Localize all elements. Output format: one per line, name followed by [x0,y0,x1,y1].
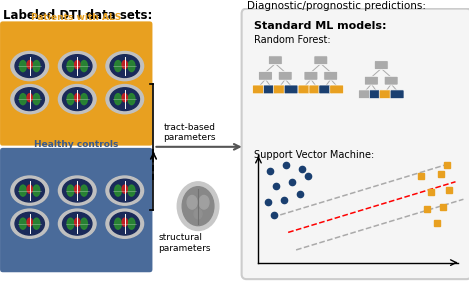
Text: Support Vector Machine:: Support Vector Machine: [255,150,375,160]
FancyBboxPatch shape [242,9,471,279]
Ellipse shape [81,94,87,105]
FancyBboxPatch shape [324,71,337,80]
Ellipse shape [81,185,87,196]
FancyBboxPatch shape [298,85,312,94]
Ellipse shape [122,218,128,226]
Ellipse shape [182,187,214,225]
Ellipse shape [199,195,209,209]
FancyBboxPatch shape [384,76,398,85]
Ellipse shape [110,212,139,235]
Ellipse shape [110,88,139,110]
Ellipse shape [115,60,121,72]
FancyBboxPatch shape [379,90,393,99]
Ellipse shape [11,85,48,114]
Ellipse shape [74,60,80,69]
FancyBboxPatch shape [258,71,273,80]
Ellipse shape [63,55,92,78]
Ellipse shape [187,195,197,209]
Ellipse shape [58,85,96,114]
Ellipse shape [115,185,121,196]
Ellipse shape [19,185,27,196]
FancyBboxPatch shape [390,90,404,99]
Text: structural
parameters: structural parameters [158,233,211,253]
FancyBboxPatch shape [273,85,287,94]
Ellipse shape [128,60,135,72]
Ellipse shape [33,218,40,229]
Ellipse shape [11,209,48,238]
Text: Healthy controls: Healthy controls [34,140,118,149]
Ellipse shape [106,176,144,205]
FancyBboxPatch shape [309,85,323,94]
Ellipse shape [128,218,135,229]
Ellipse shape [33,94,40,105]
Ellipse shape [106,51,144,81]
Ellipse shape [27,218,32,226]
Ellipse shape [128,94,135,105]
Ellipse shape [106,209,144,238]
Ellipse shape [15,212,45,235]
FancyBboxPatch shape [369,90,383,99]
Ellipse shape [15,179,45,202]
Ellipse shape [27,60,32,69]
Ellipse shape [115,218,121,229]
Ellipse shape [63,179,92,202]
Ellipse shape [115,94,121,105]
Ellipse shape [33,60,40,72]
Ellipse shape [122,60,128,69]
Text: Labeled DTI data sets:: Labeled DTI data sets: [3,9,152,22]
Text: Standard ML models:: Standard ML models: [255,21,387,31]
Ellipse shape [11,51,48,81]
Ellipse shape [110,55,139,78]
Ellipse shape [74,218,80,226]
FancyBboxPatch shape [304,71,318,80]
Text: tract-based
parameters: tract-based parameters [164,123,216,142]
FancyBboxPatch shape [264,85,277,94]
Ellipse shape [11,176,48,205]
Ellipse shape [81,60,87,72]
Ellipse shape [177,182,219,231]
Ellipse shape [19,60,27,72]
FancyBboxPatch shape [253,85,266,94]
Ellipse shape [106,85,144,114]
Ellipse shape [27,185,32,193]
Ellipse shape [58,176,96,205]
FancyBboxPatch shape [0,20,154,147]
Ellipse shape [67,185,74,196]
Text: Diagnostic/prognostic predictions:: Diagnostic/prognostic predictions: [246,1,426,11]
Ellipse shape [33,185,40,196]
Ellipse shape [67,218,74,229]
Ellipse shape [74,185,80,193]
FancyBboxPatch shape [278,71,292,80]
Ellipse shape [19,218,27,229]
Ellipse shape [122,94,128,102]
Ellipse shape [63,88,92,110]
FancyBboxPatch shape [330,85,344,94]
Ellipse shape [63,212,92,235]
Ellipse shape [128,185,135,196]
Ellipse shape [19,94,27,105]
Text: Random Forest:: Random Forest: [255,35,331,45]
Ellipse shape [27,94,32,102]
FancyBboxPatch shape [284,85,298,94]
Ellipse shape [74,94,80,102]
Ellipse shape [122,185,128,193]
FancyBboxPatch shape [0,147,154,273]
Ellipse shape [58,51,96,81]
FancyBboxPatch shape [319,85,333,94]
FancyBboxPatch shape [365,76,378,85]
Ellipse shape [15,55,45,78]
Ellipse shape [58,209,96,238]
Ellipse shape [67,94,74,105]
FancyBboxPatch shape [268,56,282,64]
Ellipse shape [67,60,74,72]
FancyBboxPatch shape [314,56,328,64]
Ellipse shape [110,179,139,202]
FancyBboxPatch shape [358,90,373,99]
FancyBboxPatch shape [374,61,388,70]
Ellipse shape [81,218,87,229]
Ellipse shape [15,88,45,110]
Text: Patients with ALS: Patients with ALS [31,13,121,22]
Ellipse shape [194,209,202,219]
